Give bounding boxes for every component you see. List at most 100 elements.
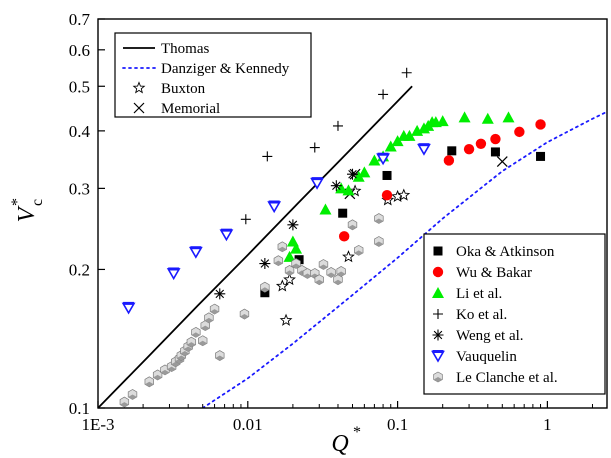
point-li-et-al-8 xyxy=(368,154,381,166)
point-le-clanche-et-al-16-shade xyxy=(210,309,219,315)
point-le-clanche-et-al-29 xyxy=(326,267,336,278)
point-le-clanche-et-al-11 xyxy=(186,336,197,348)
point-le-clanche-et-al-28 xyxy=(318,259,329,270)
y-tick-label-0: 0.1 xyxy=(69,399,90,418)
point-li-et-al-21 xyxy=(481,112,494,124)
x-tick-label-0: 1E-3 xyxy=(81,415,114,434)
point-le-clanche-et-al-31 xyxy=(336,266,346,277)
y-tick-label-6: 0.7 xyxy=(69,10,91,29)
point-le-clanche-et-al-13-shade xyxy=(198,340,208,346)
point-weng-et-al-1 xyxy=(259,258,271,270)
point-le-clanche-et-al-27 xyxy=(314,274,324,286)
legend-label-thomas: Thomas xyxy=(161,41,209,57)
point-le-clanche-et-al-5-shade xyxy=(167,366,176,372)
point-le-clanche-et-al-28-shade xyxy=(319,264,328,270)
legend-symbol-ko-et-al xyxy=(433,309,443,319)
legend-label-memorial: Memorial xyxy=(161,101,220,117)
point-le-clanche-et-al-29-shade xyxy=(326,272,336,278)
y-axis-title: V * c xyxy=(9,198,46,222)
point-le-clanche-et-al-2 xyxy=(144,376,154,388)
legend-label-wu-bakar: Wu & Bakar xyxy=(456,265,532,281)
point-li-et-al-10 xyxy=(384,140,397,152)
legend-symbol-le-clanche-et-al xyxy=(433,371,443,383)
legend-top-left: Thomas Danziger & Kennedy Buxton Memorial xyxy=(114,32,312,118)
point-le-clanche-et-al-35-shade xyxy=(374,218,384,224)
point-le-clanche-et-al-18-shade xyxy=(240,314,249,320)
point-vauquelin-0 xyxy=(121,301,136,315)
point-le-clanche-et-al-11-shade xyxy=(187,342,196,348)
point-li-et-al-2 xyxy=(286,235,299,247)
legend-symbol-memorial xyxy=(133,102,145,114)
series-oka-atkinson xyxy=(260,146,546,298)
point-wu-bakar-3 xyxy=(463,143,475,155)
point-le-clanche-et-al-19 xyxy=(260,281,270,293)
point-le-clanche-et-al-9-shade xyxy=(180,350,190,356)
legend-symbol-vauquelin xyxy=(431,350,445,363)
point-oka-atkinson-3 xyxy=(382,170,392,180)
point-le-clanche-et-al-18 xyxy=(239,308,250,320)
point-wu-bakar-7 xyxy=(535,119,546,130)
point-le-clanche-et-al-25-shade xyxy=(303,273,312,279)
line-danziger-kennedy xyxy=(201,110,607,408)
point-li-et-al-11 xyxy=(391,135,404,147)
point-oka-atkinson-2 xyxy=(338,208,348,218)
point-le-clanche-et-al-32-shade xyxy=(348,224,357,230)
x-tick-label-3: 1 xyxy=(543,415,552,434)
point-weng-et-al-2 xyxy=(287,219,299,231)
point-le-clanche-et-al-25 xyxy=(302,268,313,279)
point-wu-bakar-4 xyxy=(475,138,487,149)
point-le-clanche-et-al-8-shade xyxy=(177,355,186,361)
series-weng-et-al xyxy=(214,168,358,300)
legend-label-danziger-kennedy: Danziger & Kennedy xyxy=(161,61,290,77)
y-axis-title-superscript: * xyxy=(9,198,26,206)
y-tick-label-5: 0.6 xyxy=(69,41,90,60)
data-points xyxy=(119,67,546,408)
point-li-et-al-6 xyxy=(352,170,365,182)
point-buxton-0 xyxy=(279,313,293,326)
series-wu-bakar xyxy=(338,119,546,242)
point-oka-atkinson-0 xyxy=(260,288,270,298)
point-le-clanche-et-al-27-shade xyxy=(314,279,324,285)
point-li-et-al-0 xyxy=(283,250,296,262)
point-wu-bakar-5 xyxy=(490,133,501,145)
point-le-clanche-et-al-21-shade xyxy=(277,246,287,252)
x-axis-title: Q * xyxy=(331,424,361,457)
series-le-clanche-et-al xyxy=(119,213,384,408)
legend-symbol-li-et-al xyxy=(432,287,444,298)
point-le-clanche-et-al-20 xyxy=(273,255,284,267)
point-le-clanche-et-al-4-shade xyxy=(160,369,170,375)
x-axis-title-text: Q xyxy=(331,431,348,457)
point-weng-et-al-3 xyxy=(330,180,342,192)
legend-symbol-weng-et-al xyxy=(432,329,444,341)
point-le-clanche-et-al-33 xyxy=(354,244,364,256)
point-li-et-al-1 xyxy=(290,242,303,254)
legend-label-ko-et-al: Ko et al. xyxy=(456,307,507,323)
x-axis-title-superscript: * xyxy=(353,424,361,441)
point-le-clanche-et-al-20-shade xyxy=(274,260,283,266)
y-tick-label-3: 0.4 xyxy=(69,122,91,141)
point-le-clanche-et-al-31-shade xyxy=(336,271,346,277)
point-wu-bakar-2 xyxy=(443,155,455,166)
point-vauquelin-3 xyxy=(219,228,234,242)
point-le-clanche-et-al-16 xyxy=(209,303,220,315)
point-le-clanche-et-al-1 xyxy=(127,389,138,400)
point-oka-atkinson-4 xyxy=(447,146,457,156)
legend-symbol-wu-bakar xyxy=(432,266,444,278)
line-thomas xyxy=(98,85,413,408)
y-tick-label-4: 0.5 xyxy=(69,77,90,96)
point-le-clanche-et-al-33-shade xyxy=(354,250,364,256)
point-le-clanche-et-al-12-shade xyxy=(191,332,201,338)
y-axis-title-text: V xyxy=(14,205,40,222)
point-wu-bakar-0 xyxy=(338,231,350,242)
point-li-et-al-13 xyxy=(403,129,416,141)
legend-symbol-le-clanche-et-al-shade xyxy=(433,377,443,382)
x-tick-label-2: 0.1 xyxy=(387,415,408,434)
point-memorial-2 xyxy=(496,156,508,168)
point-vauquelin-5 xyxy=(310,177,324,190)
point-li-et-al-3 xyxy=(319,203,332,215)
point-le-clanche-et-al-17-shade xyxy=(215,355,225,361)
point-le-clanche-et-al-21 xyxy=(277,241,287,253)
point-le-clanche-et-al-22 xyxy=(284,265,295,276)
point-le-clanche-et-al-14 xyxy=(200,320,210,332)
